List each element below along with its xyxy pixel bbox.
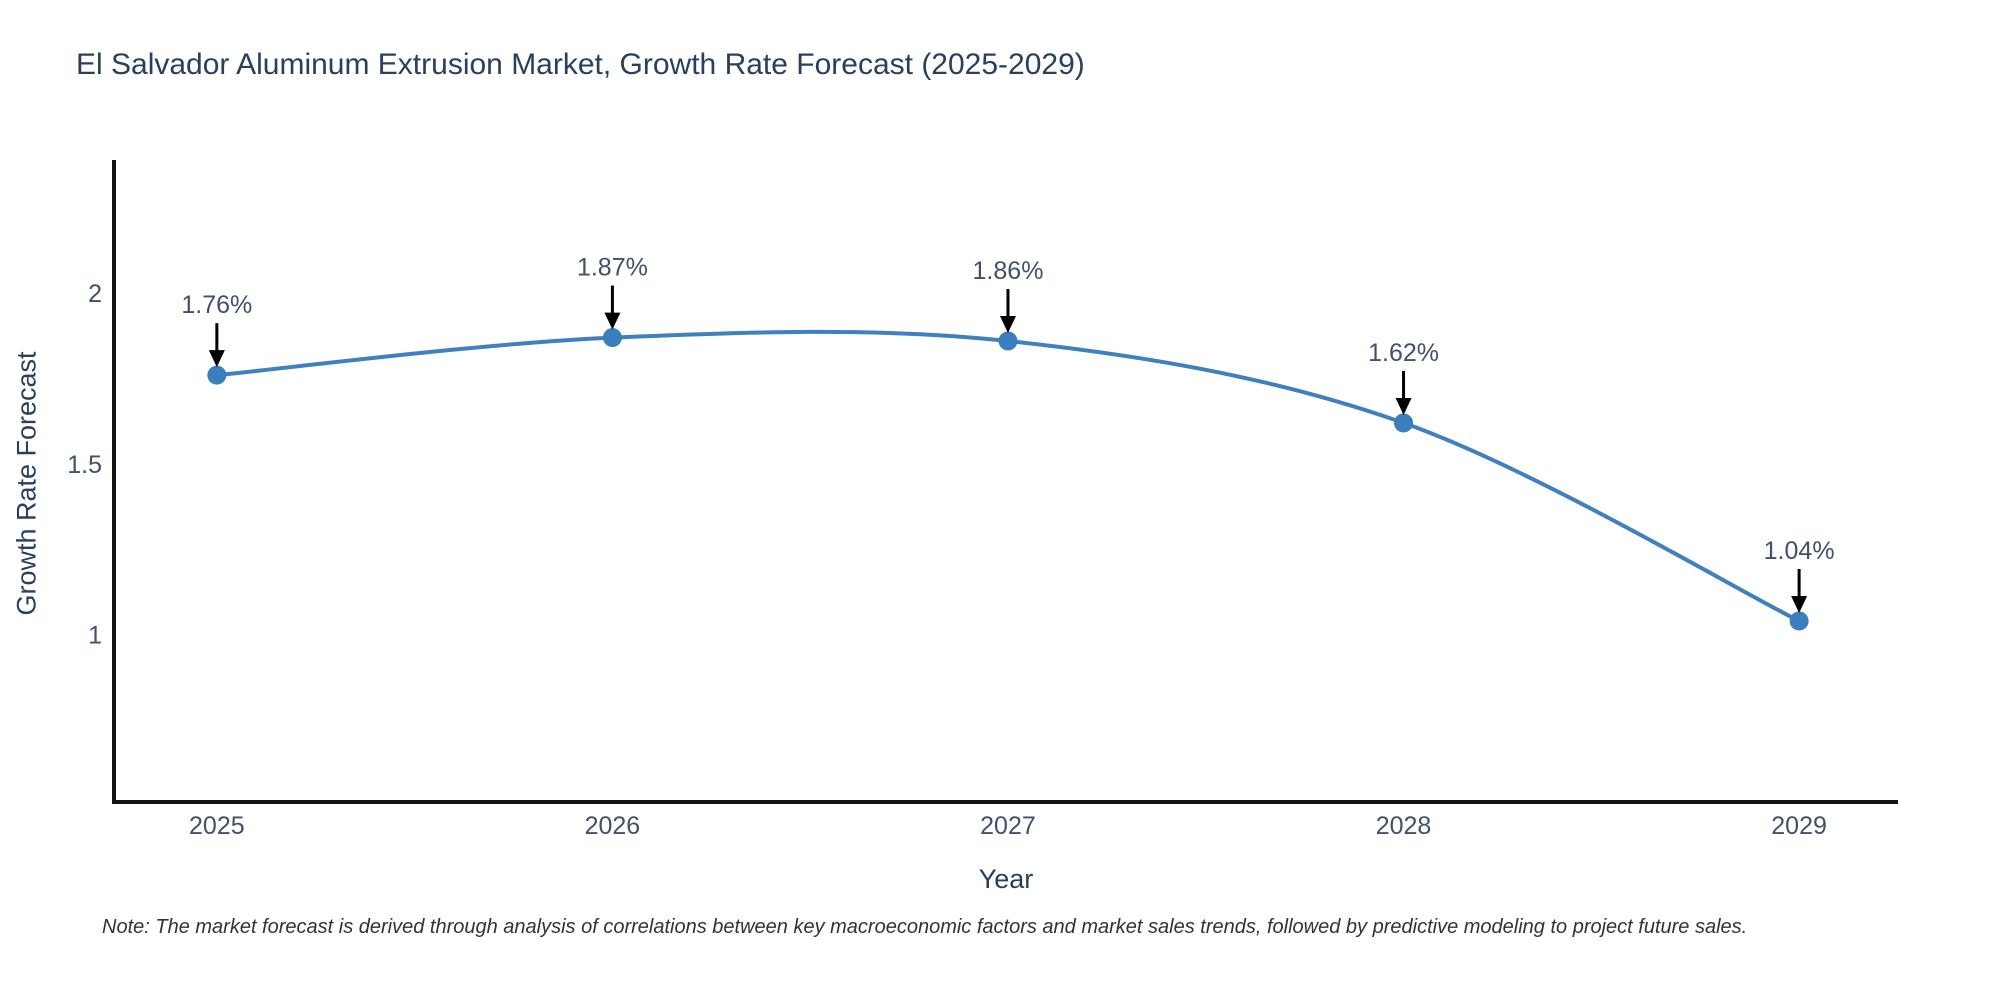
y-axis-title: Growth Rate Forecast <box>11 351 42 616</box>
data-point-marker[interactable] <box>602 328 622 348</box>
annotation-arrow-head <box>604 312 621 330</box>
data-point-marker[interactable] <box>207 365 227 385</box>
x-tick-label: 2026 <box>585 812 641 840</box>
annotation-label: 1.87% <box>577 254 648 282</box>
x-tick-label: 2025 <box>189 812 245 840</box>
x-tick-label: 2029 <box>1771 812 1827 840</box>
y-tick-label: 2 <box>88 280 102 308</box>
chart-title: El Salvador Aluminum Extrusion Market, G… <box>76 48 1085 81</box>
annotation-label: 1.76% <box>181 291 252 319</box>
annotation-label: 1.86% <box>973 257 1044 285</box>
data-point-marker[interactable] <box>1394 413 1414 433</box>
forecast-line <box>214 329 1802 623</box>
footnote: Note: The market forecast is derived thr… <box>102 916 1748 938</box>
y-tick-label: 1.5 <box>67 451 102 479</box>
annotation-arrow-head <box>999 315 1016 333</box>
x-axis-title: Year <box>978 864 1034 894</box>
y-tick-label: 1 <box>88 622 102 650</box>
data-point-marker[interactable] <box>1789 611 1809 631</box>
annotation-arrow-head <box>1395 397 1412 415</box>
annotation-label: 1.62% <box>1368 339 1439 367</box>
annotation-label: 1.04% <box>1764 537 1835 565</box>
annotation-arrow-head <box>208 350 225 368</box>
annotation-arrow-head <box>1791 596 1808 614</box>
x-tick-label: 2028 <box>1376 812 1432 840</box>
data-point-marker[interactable] <box>998 331 1018 351</box>
x-tick-label: 2027 <box>980 812 1036 840</box>
